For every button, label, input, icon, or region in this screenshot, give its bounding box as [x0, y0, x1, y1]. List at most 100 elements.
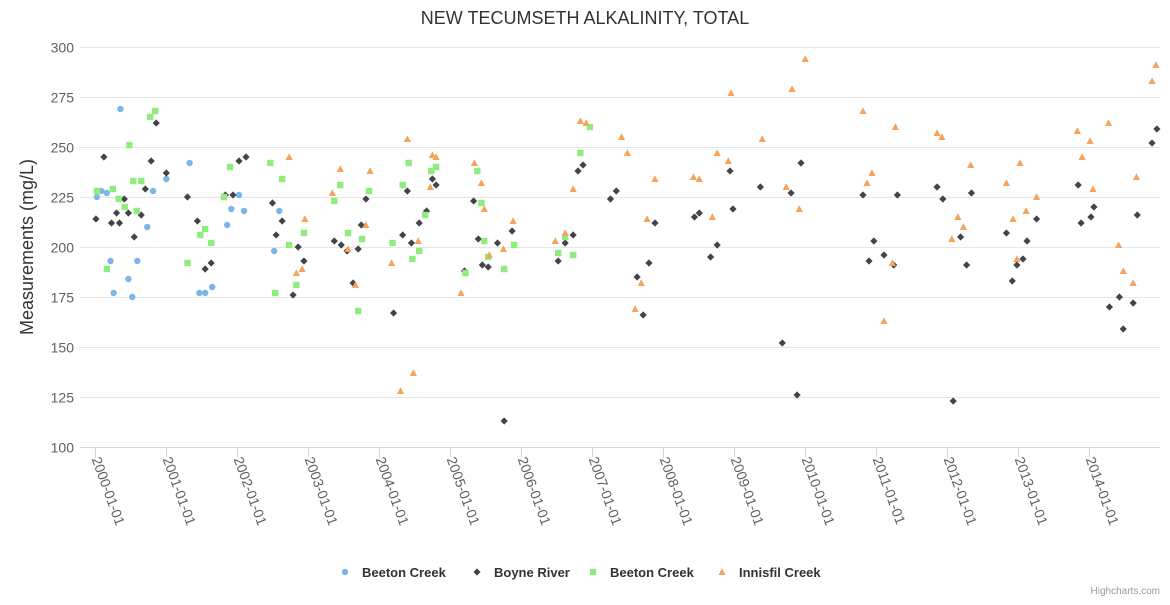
data-point[interactable]: [354, 307, 362, 315]
data-point[interactable]: [1032, 215, 1041, 223]
data-point[interactable]: [1129, 299, 1137, 307]
legend[interactable]: Beeton Creek Boyne River Beeton Creek Innis…: [341, 565, 822, 580]
data-point[interactable]: [956, 233, 965, 241]
data-point[interactable]: [235, 157, 243, 165]
data-point[interactable]: [115, 219, 124, 227]
data-point[interactable]: [396, 387, 405, 394]
data-point[interactable]: [220, 193, 228, 201]
data-point[interactable]: [586, 123, 594, 131]
data-point[interactable]: [758, 135, 766, 142]
data-point[interactable]: [1086, 137, 1094, 144]
data-point[interactable]: [1104, 119, 1113, 126]
data-point[interactable]: [484, 263, 492, 271]
data-point[interactable]: [474, 235, 482, 243]
data-point[interactable]: [797, 159, 805, 167]
data-point[interactable]: [651, 175, 659, 182]
data-point[interactable]: [92, 215, 100, 223]
data-point[interactable]: [298, 265, 306, 272]
data-point[interactable]: [756, 183, 764, 191]
data-point[interactable]: [474, 167, 481, 175]
data-point[interactable]: [868, 169, 876, 176]
data-point[interactable]: [689, 173, 698, 180]
data-point[interactable]: [1019, 255, 1027, 263]
data-point[interactable]: [574, 167, 582, 175]
data-point[interactable]: [1152, 61, 1160, 68]
data-point[interactable]: [270, 247, 278, 255]
data-point[interactable]: [278, 175, 286, 183]
data-point[interactable]: [478, 199, 485, 207]
data-point[interactable]: [1133, 211, 1141, 219]
data-point[interactable]: [1073, 127, 1081, 134]
data-point[interactable]: [470, 159, 479, 166]
data-point[interactable]: [645, 259, 653, 267]
data-point[interactable]: [695, 175, 703, 182]
data-point[interactable]: [103, 265, 111, 273]
data-point[interactable]: [485, 251, 493, 258]
data-point[interactable]: [336, 165, 344, 172]
data-point[interactable]: [432, 163, 440, 171]
data-point[interactable]: [1132, 173, 1141, 180]
data-point[interactable]: [365, 187, 373, 195]
data-point[interactable]: [948, 235, 956, 242]
data-point[interactable]: [228, 205, 235, 213]
legend-symbol[interactable]: [341, 568, 349, 576]
data-point[interactable]: [554, 249, 562, 257]
data-point[interactable]: [183, 193, 192, 201]
data-point[interactable]: [706, 253, 715, 261]
data-point[interactable]: [579, 161, 587, 169]
data-point[interactable]: [285, 153, 293, 160]
data-point[interactable]: [477, 179, 486, 186]
data-point[interactable]: [112, 209, 121, 217]
data-point[interactable]: [778, 339, 786, 347]
data-point[interactable]: [426, 183, 434, 190]
data-point[interactable]: [643, 215, 651, 222]
data-point[interactable]: [289, 291, 297, 299]
data-point[interactable]: [223, 221, 231, 229]
data-point[interactable]: [133, 207, 140, 215]
data-point[interactable]: [949, 397, 957, 405]
data-point[interactable]: [561, 233, 569, 241]
data-point[interactable]: [138, 177, 145, 185]
data-point[interactable]: [184, 259, 191, 267]
data-point[interactable]: [330, 237, 338, 245]
data-point[interactable]: [788, 85, 796, 92]
data-point[interactable]: [612, 187, 620, 195]
data-point[interactable]: [149, 187, 157, 195]
data-point[interactable]: [337, 181, 344, 189]
data-point[interactable]: [569, 185, 577, 192]
data-point[interactable]: [362, 195, 370, 203]
data-point[interactable]: [457, 289, 465, 296]
data-point[interactable]: [126, 141, 133, 149]
data-point[interactable]: [93, 187, 101, 195]
data-point[interactable]: [724, 157, 732, 164]
legend-symbol[interactable]: [589, 568, 597, 576]
data-point[interactable]: [117, 105, 124, 113]
data-point[interactable]: [893, 191, 901, 199]
data-point[interactable]: [328, 189, 336, 196]
data-point[interactable]: [285, 241, 293, 249]
data-point[interactable]: [870, 237, 878, 245]
data-point[interactable]: [300, 257, 308, 265]
data-point[interactable]: [1153, 125, 1161, 133]
data-point[interactable]: [787, 189, 795, 197]
data-point[interactable]: [1119, 267, 1127, 274]
data-point[interactable]: [1013, 261, 1021, 269]
data-point[interactable]: [795, 205, 803, 212]
legend-item[interactable]: Boyne River: [473, 565, 570, 580]
data-point[interactable]: [141, 185, 149, 193]
data-point[interactable]: [1115, 293, 1123, 301]
data-point[interactable]: [470, 197, 478, 205]
data-point[interactable]: [880, 317, 888, 324]
data-point[interactable]: [389, 239, 396, 247]
data-point[interactable]: [1074, 181, 1082, 189]
data-point[interactable]: [713, 241, 721, 249]
data-point[interactable]: [1148, 139, 1156, 147]
data-point[interactable]: [863, 179, 871, 186]
data-point[interactable]: [208, 283, 216, 291]
data-point[interactable]: [713, 149, 721, 156]
data-point[interactable]: [432, 153, 440, 160]
data-point[interactable]: [268, 199, 277, 207]
legend-label[interactable]: Beeton Creek: [362, 565, 447, 580]
data-point[interactable]: [561, 239, 569, 247]
data-point[interactable]: [967, 161, 975, 168]
